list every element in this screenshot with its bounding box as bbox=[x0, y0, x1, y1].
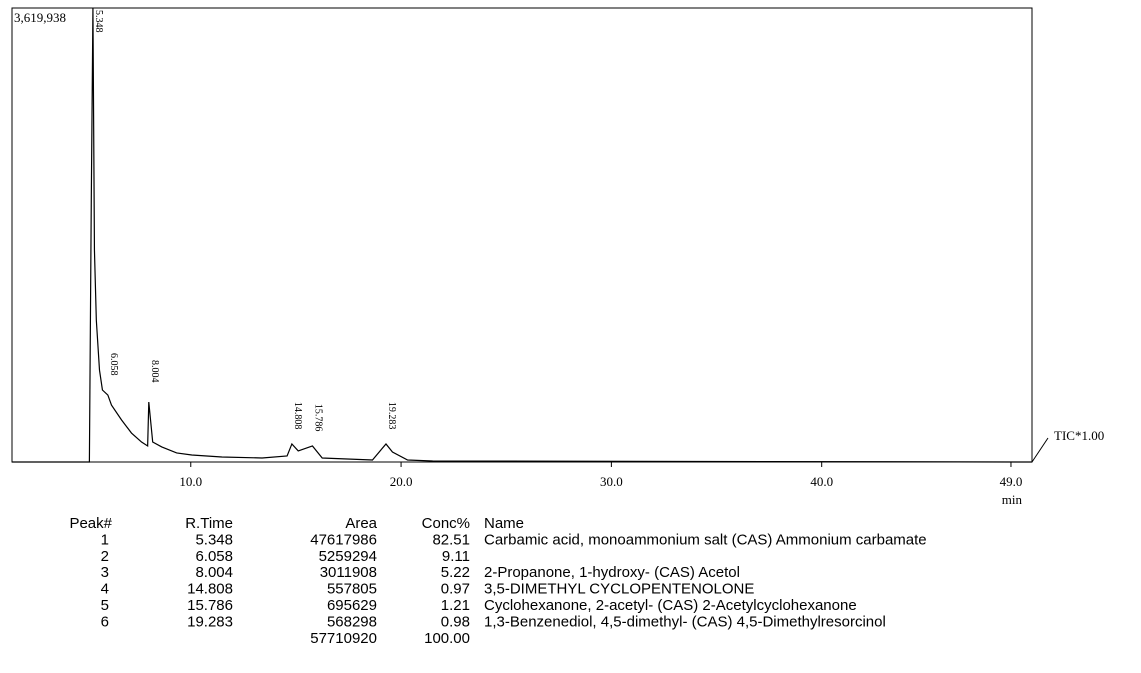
peak-label: 14.808 bbox=[292, 402, 303, 430]
table-header: Peak# bbox=[69, 515, 112, 532]
table-cell: 9.11 bbox=[442, 548, 470, 565]
table-cell: 8.004 bbox=[195, 564, 233, 581]
table-cell: Carbamic acid, monoammonium salt (CAS) A… bbox=[484, 531, 927, 548]
peak-label: 8.004 bbox=[149, 360, 160, 383]
x-tick-label: 10.0 bbox=[179, 474, 202, 489]
x-tick-label: 20.0 bbox=[390, 474, 413, 489]
table-cell: 568298 bbox=[327, 613, 377, 630]
plot-frame bbox=[11, 7, 1033, 463]
peak-label: 6.058 bbox=[108, 353, 119, 376]
table-total: 57710920 bbox=[310, 630, 377, 647]
x-tick-label: 40.0 bbox=[810, 474, 833, 489]
table-cell: 0.98 bbox=[441, 613, 470, 630]
table-header: Area bbox=[345, 515, 377, 532]
x-tick-label: 30.0 bbox=[600, 474, 623, 489]
table-cell: 1.21 bbox=[441, 597, 470, 614]
table-cell: 82.51 bbox=[432, 531, 470, 548]
y-tick-label: 3,619,938 bbox=[14, 10, 66, 25]
table-cell: 47617986 bbox=[310, 531, 377, 548]
table-cell: 3 bbox=[101, 564, 109, 581]
table-cell: 5 bbox=[101, 597, 109, 614]
table-header: R.Time bbox=[185, 515, 233, 532]
table-cell: 5.348 bbox=[195, 531, 233, 548]
table-header: Name bbox=[484, 515, 524, 532]
table-cell: 15.786 bbox=[187, 597, 233, 614]
table-header: Conc% bbox=[422, 515, 470, 532]
x-axis-label: min bbox=[1002, 492, 1023, 507]
table-cell: 19.283 bbox=[187, 613, 233, 630]
table-cell: Cyclohexanone, 2-acetyl- (CAS) 2-Acetylc… bbox=[484, 597, 857, 614]
table-cell: 3011908 bbox=[320, 564, 377, 581]
table-cell: 2-Propanone, 1-hydroxy- (CAS) Acetol bbox=[484, 564, 740, 581]
table-cell: 5.22 bbox=[441, 564, 470, 581]
chromatogram-trace bbox=[12, 7, 1033, 463]
table-cell: 0.97 bbox=[441, 581, 470, 598]
table-cell: 1,3-Benzenediol, 4,5-dimethyl- (CAS) 4,5… bbox=[484, 613, 886, 630]
peak-label: 19.283 bbox=[386, 402, 397, 430]
table-cell: 14.808 bbox=[187, 581, 233, 598]
table-cell: 4 bbox=[101, 581, 109, 598]
trace-label: TIC*1.00 bbox=[1054, 428, 1104, 443]
table-total: 100.00 bbox=[424, 630, 470, 647]
x-tick-label: 49.0 bbox=[1000, 474, 1023, 489]
table-cell: 6.058 bbox=[195, 548, 233, 565]
table-cell: 5259294 bbox=[319, 548, 377, 565]
table-cell: 3,5-DIMETHYL CYCLOPENTENOLONE bbox=[484, 581, 754, 598]
table-cell: 6 bbox=[101, 613, 109, 630]
peak-label: 15.786 bbox=[312, 404, 323, 432]
table-cell: 1 bbox=[101, 531, 109, 548]
peak-label: 5.348 bbox=[93, 10, 104, 33]
table-cell: 2 bbox=[101, 548, 109, 565]
table-cell: 695629 bbox=[327, 597, 377, 614]
table-cell: 557805 bbox=[327, 581, 377, 598]
trace-label-leader bbox=[1031, 437, 1049, 463]
